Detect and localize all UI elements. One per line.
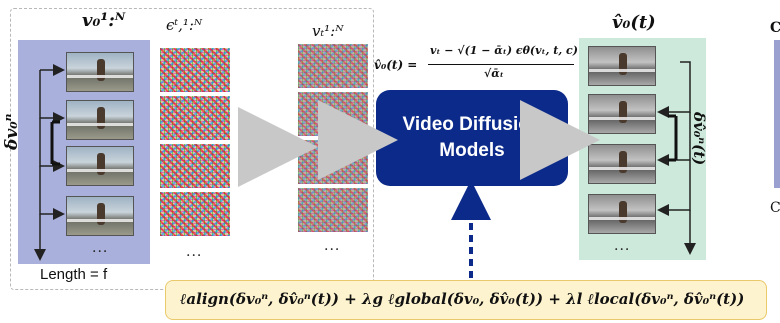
- v0hat-label: v̂₀(t): [612, 12, 656, 33]
- noisy-frame-3: [298, 140, 368, 184]
- noise-frame-1: [160, 48, 230, 92]
- delta-v0-label: δv₀ⁿ: [2, 113, 22, 150]
- noisy-frame-2: [298, 92, 368, 136]
- video-frame-4: [66, 196, 134, 236]
- pred-frame-1: [588, 46, 656, 86]
- noisy-frame-4: [298, 188, 368, 232]
- formula-numerator: vₜ − √(1 − ᾱₜ) ϵθ(vₜ, t, c): [430, 44, 578, 57]
- formula-denominator: √ᾱₜ: [484, 67, 504, 80]
- loss-function-box: ℓalign(δv₀ⁿ, δv̂₀ⁿ(t)) + λg ℓglobal(δv₀,…: [165, 280, 767, 320]
- loss-function-text: ℓalign(δv₀ⁿ, δv̂₀ⁿ(t)) + λg ℓglobal(δv₀,…: [180, 290, 745, 308]
- frames-ellipsis-noisy: ...: [324, 238, 341, 254]
- frames-ellipsis-right: ...: [614, 238, 631, 254]
- formula-fraction-bar: [428, 64, 574, 65]
- pred-frame-4: [588, 194, 656, 234]
- cut-label-2: C: [770, 200, 780, 216]
- pred-frame-2: [588, 94, 656, 134]
- model-box-line2: Models: [439, 140, 505, 161]
- pred-frame-3: [588, 144, 656, 184]
- noise-frame-2: [160, 96, 230, 140]
- noise-frame-3: [160, 144, 230, 188]
- video-frame-3: [66, 146, 134, 186]
- noise-label: ϵᵗ,¹:ᴺ: [166, 16, 203, 34]
- convolution-operator: ∗: [253, 134, 283, 164]
- length-label: Length = f: [40, 266, 108, 283]
- formula-lhs: v̂₀(t) =: [374, 58, 418, 72]
- cut-label-1: C: [770, 20, 780, 36]
- video-diffusion-models-box: Video Diffusion Models: [376, 90, 568, 186]
- noise-frame-4: [160, 192, 230, 236]
- frames-ellipsis-noise: ...: [186, 244, 203, 260]
- vt-label: vₜ¹:ᴺ: [312, 22, 344, 40]
- frames-ellipsis-left: ...: [92, 240, 109, 256]
- v0-label: v₀¹:ᴺ: [82, 10, 126, 31]
- next-panel-edge: [774, 40, 780, 188]
- video-frame-1: [66, 52, 134, 92]
- model-box-line1: Video Diffusion: [402, 114, 542, 135]
- noisy-frame-1: [298, 44, 368, 88]
- video-frame-2: [66, 100, 134, 140]
- delta-v0hat-label: δv̂₀ⁿ(t): [690, 112, 708, 166]
